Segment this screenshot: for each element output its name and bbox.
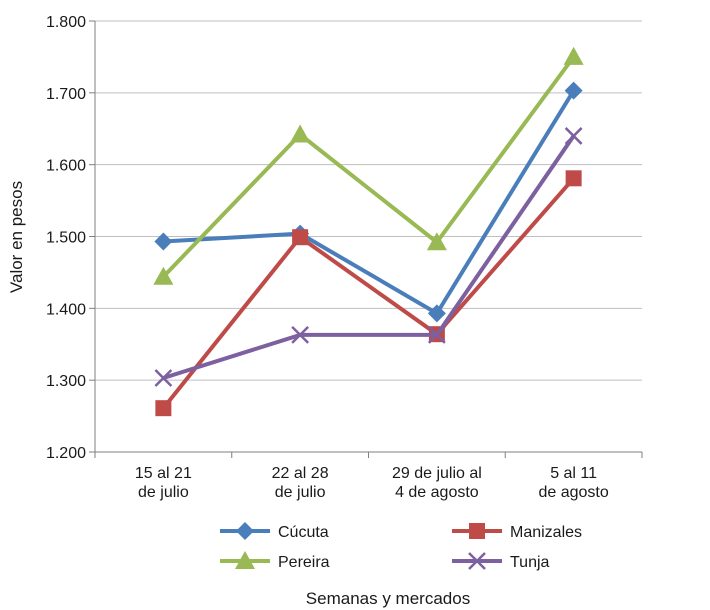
legend: Cúcuta Manizales Pereira Tunja [220, 522, 582, 571]
y-tick-label: 1.600 [46, 158, 86, 175]
data-point-marker [426, 232, 447, 251]
series-lines [153, 46, 584, 417]
data-point-marker [154, 369, 173, 387]
x-tick-label-line: de julio [138, 484, 189, 501]
x-tick-label: 29 de julio al 4 de agosto [392, 465, 482, 501]
legend-item: Tunja [452, 552, 550, 571]
x-tick-label-line: de julio [275, 484, 326, 501]
x-tick-label: 15 al 21 de julio [135, 465, 192, 501]
x-marker-stroke [427, 326, 446, 344]
data-point-marker [563, 46, 584, 65]
y-tick-label: 1.800 [46, 14, 86, 31]
y-tick-label: 1.700 [46, 86, 86, 103]
x-marker-stroke [564, 127, 583, 145]
x-marker-stroke [291, 326, 310, 344]
data-point-marker [292, 229, 309, 246]
y-tick-labels: 1.200 1.300 1.400 1.500 1.600 1.700 1.800 [46, 14, 86, 462]
gridlines [95, 20, 642, 381]
legend-label: Tunja [510, 554, 550, 571]
x-tick-labels: 15 al 21 de julio 22 al 28 de julio 29 de ju… [135, 465, 609, 501]
data-point-marker [155, 400, 172, 417]
y-axis-title: Valor en pesos [7, 181, 26, 293]
data-point-marker [154, 232, 173, 251]
legend-item: Manizales [452, 523, 582, 541]
y-tick-label: 1.200 [46, 445, 86, 462]
x-tick-label: 5 al 11 de agosto [538, 465, 608, 501]
data-point-marker [469, 523, 485, 539]
legend-label: Pereira [278, 554, 330, 571]
series-line [161, 176, 576, 410]
series-line [162, 134, 576, 380]
x-axis-title: Semanas y mercados [306, 589, 470, 608]
data-point-marker [153, 266, 174, 285]
legend-label: Cúcuta [278, 524, 329, 541]
x-tick-label-line: 29 de julio al [392, 465, 482, 482]
x-tick-label: 22 al 28 de julio [272, 465, 329, 501]
data-point-marker [427, 304, 446, 323]
x-tick-label-line: 5 al 11 [550, 465, 597, 482]
x-tick-label-line: 22 al 28 [272, 465, 329, 482]
data-point-marker [236, 522, 254, 540]
legend-label: Manizales [510, 524, 582, 541]
series-3 [154, 127, 583, 387]
y-tick-label: 1.400 [46, 301, 86, 318]
series-line [163, 89, 576, 316]
axes [89, 20, 643, 458]
x-tick-label-line: 4 de agosto [395, 484, 479, 501]
y-tick-label: 1.500 [46, 230, 86, 247]
x-tick-label-line: 15 al 21 [135, 465, 192, 482]
data-point-marker [564, 127, 583, 145]
x-tick-label-line: de agosto [538, 484, 608, 501]
legend-item: Cúcuta [220, 522, 329, 541]
data-point-marker [291, 326, 310, 344]
data-point-marker [290, 124, 311, 143]
data-point-marker [235, 551, 255, 569]
data-point-marker [427, 326, 446, 344]
legend-item: Pereira [220, 551, 330, 571]
series-2 [153, 46, 584, 285]
data-point-marker [564, 81, 583, 100]
x-marker-stroke [468, 552, 486, 570]
series-1 [155, 170, 582, 417]
y-tick-label: 1.300 [46, 373, 86, 390]
series-line [161, 55, 576, 279]
data-point-marker [468, 552, 486, 570]
x-marker-stroke [154, 369, 173, 387]
data-point-marker [565, 170, 582, 187]
